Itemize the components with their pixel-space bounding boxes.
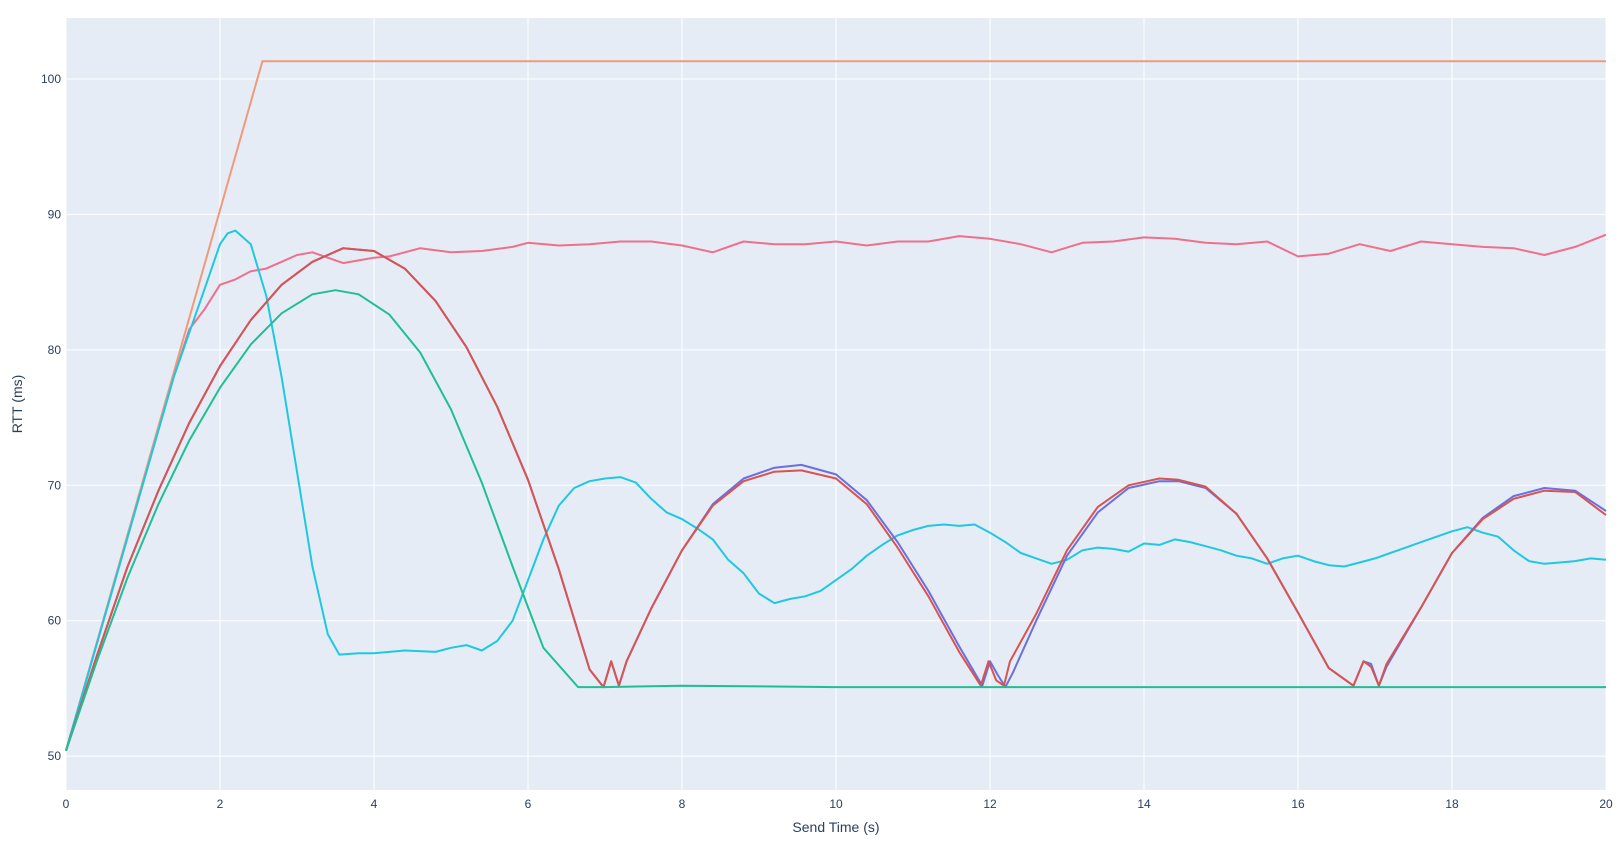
series-line-6 — [65, 289, 1606, 752]
y-tick-label: 80 — [48, 343, 62, 357]
series-line-2 — [65, 233, 1607, 751]
x-tick-label: 4 — [371, 797, 378, 811]
y-tick-label: 70 — [48, 478, 62, 492]
x-tick-label: 8 — [679, 797, 686, 811]
y-tick-label: 50 — [48, 749, 62, 763]
x-tick-label: 18 — [1445, 797, 1459, 811]
x-tick-label: 10 — [829, 797, 843, 811]
y-axis-title: RTT (ms) — [9, 375, 25, 434]
series-line-5 — [65, 247, 1607, 752]
y-tick-label: 100 — [41, 72, 61, 86]
x-tick-label: 12 — [983, 797, 997, 811]
x-tick-label: 14 — [1137, 797, 1151, 811]
x-tick-label: 20 — [1599, 797, 1613, 811]
y-axis-ticks: 50 60 70 80 90 100 — [41, 72, 61, 763]
y-tick-label: 60 — [48, 614, 62, 628]
x-tick-label: 16 — [1291, 797, 1305, 811]
series-line-3 — [65, 229, 1607, 751]
y-tick-label: 90 — [48, 207, 62, 221]
x-tick-label: 6 — [525, 797, 532, 811]
series-layer — [65, 60, 1607, 752]
x-axis-ticks: 0 2 4 6 8 10 12 14 16 18 20 — [63, 797, 1613, 811]
gridlines — [65, 18, 1607, 790]
x-axis-title: Send Time (s) — [792, 819, 879, 835]
x-tick-label: 0 — [63, 797, 70, 811]
x-tick-label: 2 — [217, 797, 224, 811]
